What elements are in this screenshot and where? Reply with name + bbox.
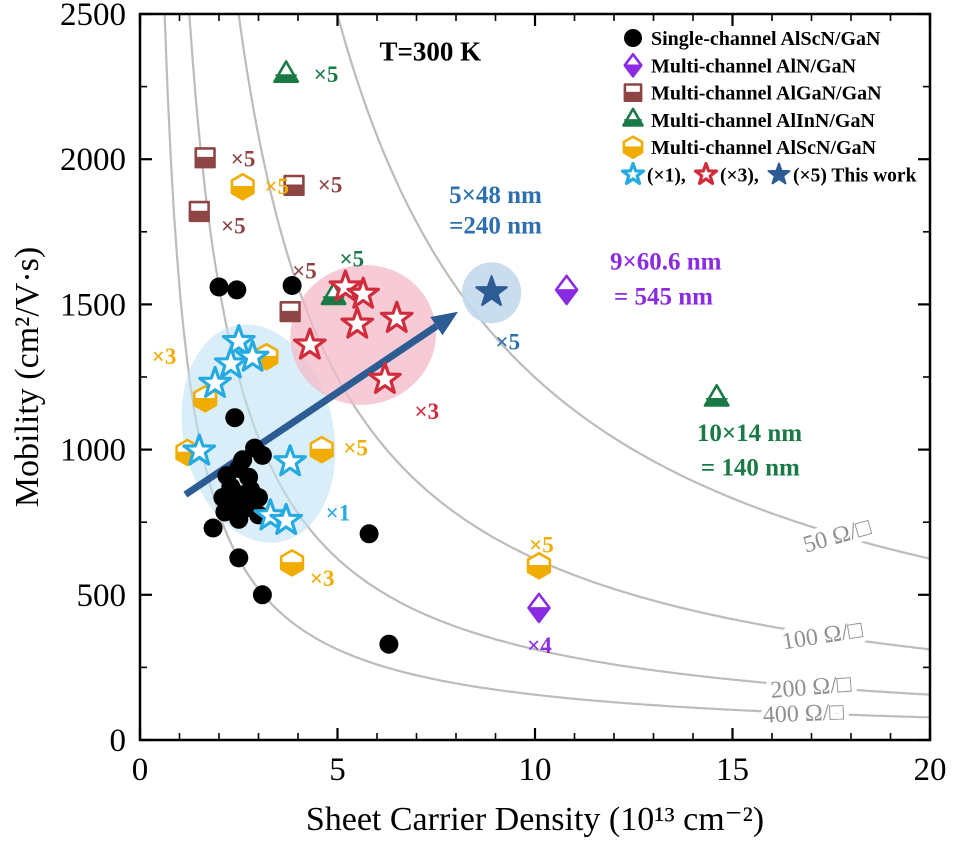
series-multi-channel-aln-gan [527, 274, 579, 624]
y-tick-label: 1500 [60, 287, 126, 323]
annotation: 5×48 nm [449, 182, 542, 209]
annotation: =240 nm [449, 212, 542, 239]
legend-label: Multi-channel AlScN/GaN [651, 137, 877, 159]
x-tick-label: 5 [329, 752, 346, 788]
series-this-work-x5 [475, 275, 508, 307]
legend-label: Single-channel AlScN/GaN [651, 28, 881, 50]
y-tick-label: 0 [110, 723, 127, 759]
series-this-work-x3 [293, 269, 414, 394]
annotation: ×3 [152, 344, 177, 369]
legend-label: (×5) This work [793, 166, 917, 187]
annotation: ×5 [343, 435, 368, 460]
annotation: ×5 [496, 329, 521, 354]
legend: Single-channel AlScN/GaN Multi-channel Al… [620, 28, 917, 187]
annotations: T=300 K ×5 ×5 ×5 ×5 ×5 ×5 ×5 ×3 ×5 ×3 ×5 ×1 ×3 ×5 ×4 5×4… [152, 37, 802, 658]
annotation: 9×60.6 nm [610, 249, 722, 276]
y-tick-label: 2500 [60, 0, 126, 33]
annotation: = 545 nm [614, 283, 713, 310]
legend-label: Multi-channel AlInN/GaN [651, 110, 875, 132]
series-multi-channel-algan-gan [188, 147, 305, 323]
annotation: ×4 [527, 633, 552, 658]
axes: 0 5 10 15 20 0 500 1000 1500 2000 2500 Sheet Carrie… [9, 0, 947, 838]
annotation: ×3 [415, 399, 440, 424]
y-axis-label: Mobility (cm²/V·s) [9, 247, 46, 507]
legend-label: (×1), [647, 166, 686, 187]
y-tick-label: 1000 [60, 433, 126, 469]
x-tick-label: 15 [716, 752, 749, 788]
annotation: ×3 [310, 566, 335, 591]
series-this-work-x1 [182, 324, 307, 535]
annotation: ×1 [326, 501, 351, 526]
annotation: T=300 K [379, 37, 481, 67]
annotation: ×5 [529, 533, 554, 558]
resistance-curve-label: 100 Ω/□ [780, 617, 865, 655]
series-single-channel-alscn-gan [203, 276, 399, 654]
annotation: ×5 [221, 213, 246, 238]
annotation: ×5 [318, 173, 343, 198]
x-tick-label: 20 [914, 752, 947, 788]
y-tick-label: 2000 [60, 142, 126, 178]
annotation: ×5 [231, 147, 256, 172]
x-axis-label: Sheet Carrier Density (10¹³ cm⁻²) [306, 801, 764, 838]
annotation: 10×14 nm [697, 420, 802, 447]
x-tick-label: 0 [132, 752, 149, 788]
y-tick-label: 500 [77, 578, 127, 614]
legend-label: (×3), [720, 166, 759, 187]
annotation: ×5 [314, 62, 339, 87]
x-tick-label: 10 [519, 752, 552, 788]
resistance-curve-label: 50 Ω/□ [800, 514, 874, 558]
resistance-curve-label: 400 Ω/□ [762, 699, 844, 728]
annotation: ×5 [264, 174, 289, 199]
annotation: ×5 [340, 247, 365, 272]
annotation: ×5 [292, 258, 317, 283]
legend-label: Multi-channel AlGaN/GaN [651, 83, 882, 105]
legend-label: Multi-channel AlN/GaN [651, 55, 857, 77]
annotation: = 140 nm [701, 455, 800, 482]
